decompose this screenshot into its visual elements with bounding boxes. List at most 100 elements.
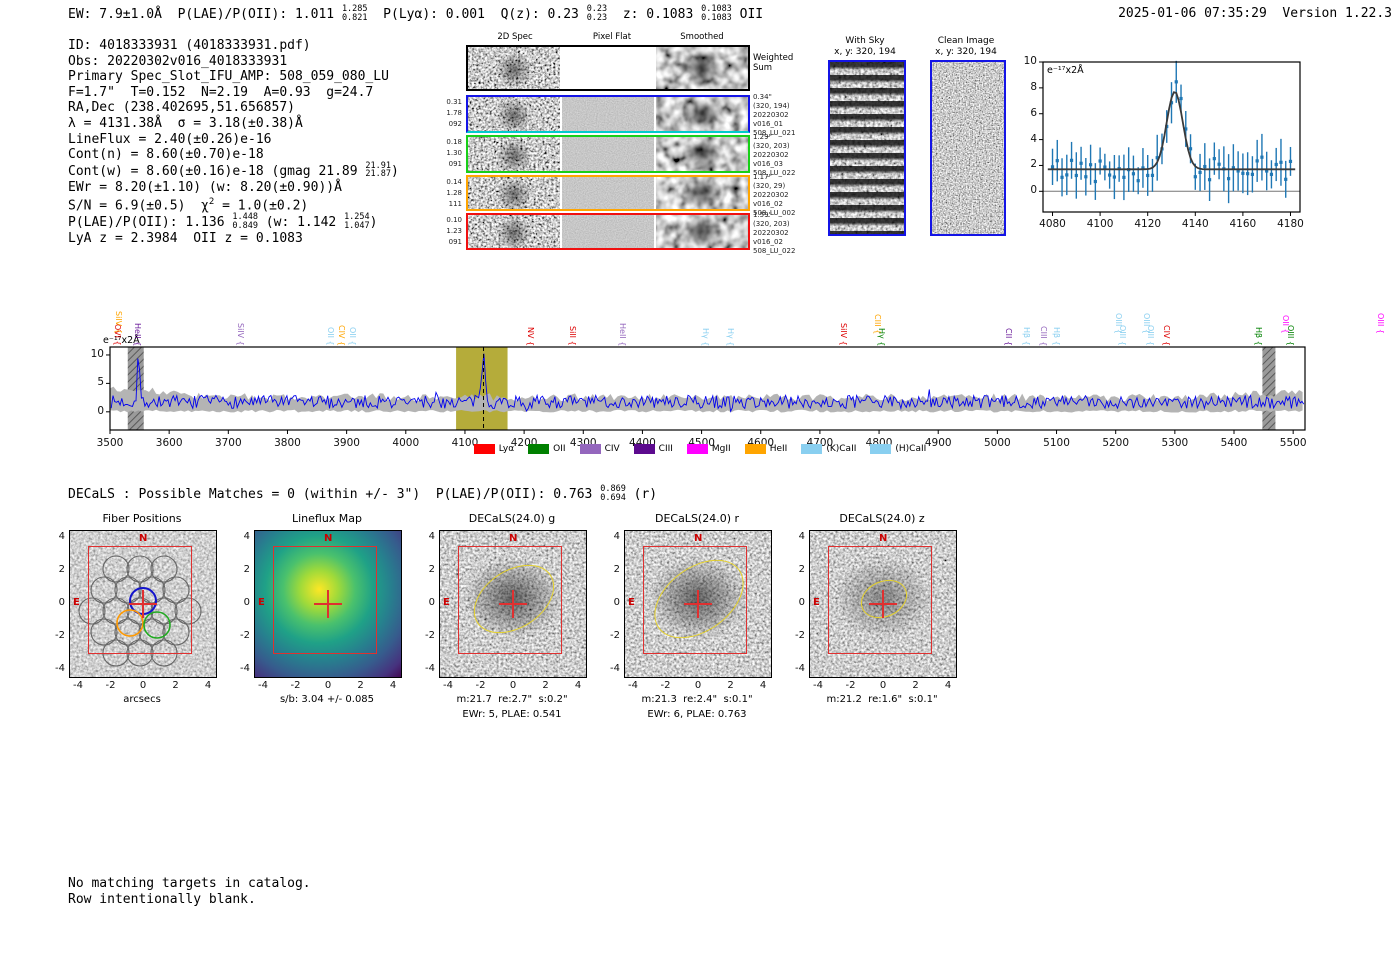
info-line: LyA z = 2.3984 OII z = 0.1083 [68, 231, 399, 247]
fiber-id-line: 1.59" [753, 211, 772, 219]
fiber-id-line: 20220302 [753, 111, 789, 119]
x-tick-label: 4 [574, 680, 582, 691]
y-tick-label: -2 [795, 630, 805, 641]
y-tick-label: 2 [798, 564, 805, 575]
cutout-title: Lineflux Map [291, 512, 363, 525]
fiber-weight-labels: 0.18 1.30 091 [442, 137, 462, 170]
extraction-box [642, 545, 747, 655]
y-tick-label: 2 [1030, 158, 1037, 171]
y-tick-label: 0 [97, 404, 104, 417]
ccd-panel-title: With Sky x, y: 320, 194 [816, 36, 914, 58]
y-tick-label: -2 [240, 630, 250, 641]
emission-line-label: CIV { [337, 325, 347, 347]
info-line: Primary Spec_Slot_IFU_AMP: 508_059_080_L… [68, 69, 399, 85]
crosshair-v [327, 590, 329, 618]
upper-value: 1.285 [341, 4, 368, 14]
emission-line-label: Hγ { [876, 328, 886, 347]
x-tick-label: -2 [660, 680, 671, 691]
smoothed-cutout [656, 177, 748, 209]
legend-label: CIII [658, 444, 673, 454]
x-tick-label: -2 [290, 680, 301, 691]
flux-units-label: e⁻¹⁷x2Å [103, 335, 140, 346]
fiber-id-line: 1.17" [753, 173, 772, 181]
text-segment: S/N = 6.9(±0.5) χ [68, 198, 209, 214]
info-line: ID: 4018333931 (4018333931.pdf) [68, 38, 399, 54]
x-tick-label: 3600 [155, 437, 183, 449]
smoothed-cutout [656, 137, 748, 171]
legend-item: CIII [633, 444, 673, 454]
weight-value: 0.14 [446, 178, 462, 186]
y-tick-label: 2 [58, 564, 65, 575]
text-segment: OII [731, 7, 764, 22]
stacked-error-range: 21.91 21.87 [365, 162, 391, 179]
emission-line-label: Hβ { [1051, 327, 1061, 346]
smoothed-cutout [656, 215, 748, 248]
text-segment: LineFlux = 2.40(±0.26)e-16 [68, 131, 272, 147]
x-tick-label: 2 [727, 680, 734, 691]
x-tick-label: 2 [542, 680, 549, 691]
cutout-row [466, 135, 750, 173]
text-segment: (w: 1.142 [257, 215, 345, 231]
compass-north: N [879, 533, 888, 544]
x-tick-label: 4140 [1181, 218, 1209, 230]
compass-north: N [694, 533, 703, 544]
fiber-id-line: v016_03 [753, 160, 783, 168]
sky-line-stripes [830, 62, 904, 234]
x-tick-label: -4 [813, 680, 823, 691]
x-tick-label: 4 [389, 680, 397, 691]
flux-units-label: e⁻¹⁷x2Å [1047, 65, 1084, 76]
emission-line-label: Hβ { [1022, 327, 1032, 346]
upper-value: 0.23 [586, 4, 608, 14]
2d-spec-cutout [468, 97, 560, 131]
summary-stats-line: EW: 7.9±1.0Å P(LAE)/P(OII): 1.011 1.285 0… [68, 4, 764, 23]
y-tick-label: 10 [1023, 55, 1037, 67]
info-line: LineFlux = 2.40(±0.26)e-16 [68, 132, 399, 148]
x-tick-label: -4 [258, 680, 268, 691]
text-segment: Cont(n) = 8.60(±0.70)e-18 [68, 147, 264, 163]
pixel-flat-cutout [562, 137, 654, 171]
text-segment: P(LAE)/P(OII): 1.136 [68, 215, 233, 231]
fiber-overlay [78, 555, 202, 667]
cutout-caption: m:21.7 re:2.7" s:0.2" [456, 694, 568, 705]
fiber-id-labels: 1.59" (320, 203) 20220302 v016_02 508_LU_022 [753, 211, 801, 256]
legend-swatch [801, 444, 823, 454]
x-tick-label: 2 [357, 680, 364, 691]
cutout-row [466, 175, 750, 211]
emission-line-label: NV { [526, 327, 536, 347]
emission-line-label: OIII { [1286, 325, 1296, 347]
weight-value: 092 [448, 120, 462, 128]
legend-item: Lyα [473, 444, 514, 454]
text-segment: Obs: 20220302v016_4018333931 [68, 53, 288, 69]
stacked-error-range: 0.1083 0.1083 [701, 5, 732, 22]
emission-line-label: CII { [1004, 328, 1014, 346]
info-line: λ = 4131.38Å σ = 3.18(±0.38)Å [68, 116, 399, 132]
fiber-weight-labels: 0.14 1.28 111 [442, 177, 462, 210]
stacked-error-range: 1.285 0.821 [342, 5, 368, 22]
legend-item: (K)CaII [801, 444, 856, 454]
text-segment: ID: 4018333931 (4018333931.pdf) [68, 38, 311, 53]
extraction-box [272, 545, 377, 655]
timestamp-version: 2025-01-06 07:35:29 Version 1.22.3 [1118, 6, 1392, 21]
cutout-row [466, 213, 750, 250]
weight-value: 0.10 [446, 216, 462, 224]
x-tick-label: 0 [879, 680, 887, 691]
x-tick-label: 4180 [1277, 218, 1304, 230]
clean-image [930, 60, 1006, 236]
emission-line-label: CIII { [1038, 326, 1048, 347]
legend-swatch [633, 444, 655, 454]
compass-east: E [258, 597, 265, 608]
y-tick-label: 2 [613, 564, 620, 575]
x-tick-label: -2 [475, 680, 486, 691]
text-segment: EWr = 8.20(±1.10) (w: 8.20(±0.90))Å [68, 179, 342, 195]
fiber-id-line: 508_LU_022 [753, 169, 796, 177]
fiber-id-line: (320, 29) [753, 182, 786, 190]
fiber-id-line: (320, 203) [753, 142, 790, 150]
y-tick-label: 2 [428, 564, 435, 575]
superscript: 2 [208, 197, 215, 208]
compass-east: E [628, 597, 635, 608]
x-tick-label: 4 [759, 680, 767, 691]
compass-north: N [139, 533, 148, 544]
x-tick-label: 3900 [333, 437, 360, 449]
text-segment: z: 0.1083 [607, 7, 702, 22]
